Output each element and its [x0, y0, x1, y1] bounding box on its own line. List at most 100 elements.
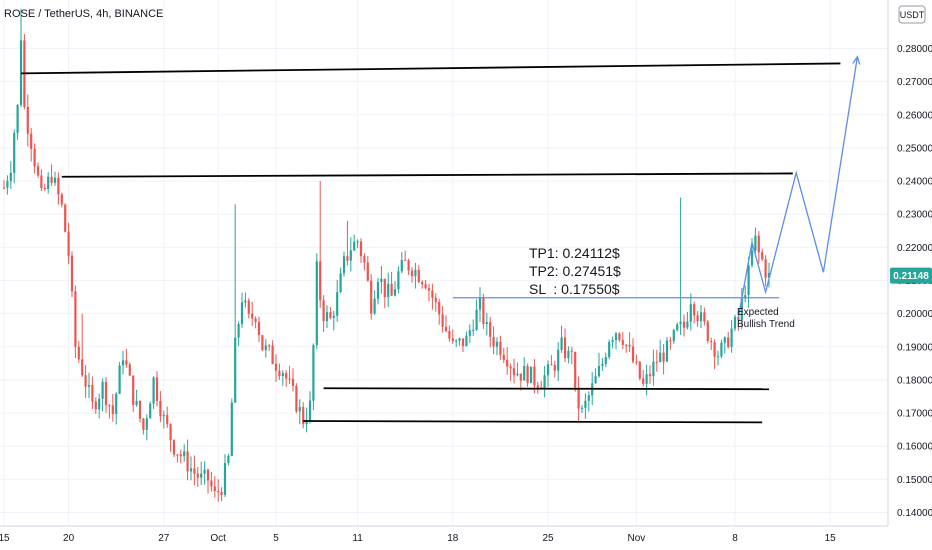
candle-body: [152, 377, 155, 404]
currency-button[interactable]: USDT: [898, 5, 926, 24]
candle-body: [162, 414, 165, 417]
time-tick-label: Oct: [210, 533, 226, 544]
level-line-support-2: [303, 420, 763, 424]
candle-body: [723, 337, 726, 343]
candle-body: [251, 313, 254, 319]
candle-body: [281, 373, 284, 377]
candle-body: [359, 241, 363, 257]
time-tick-label: 8: [732, 533, 738, 544]
trend-label-line1: Expected: [737, 307, 779, 318]
candle-body: [750, 250, 754, 266]
price-tick-label: 0.25000: [897, 143, 932, 154]
candle-body: [67, 231, 70, 256]
candle-body: [400, 259, 403, 272]
time-axis: 15 20 27 Oct 5 11 18 25 Nov 8 15: [0, 533, 836, 544]
candle-body: [50, 176, 53, 183]
candle-body: [81, 359, 84, 376]
candle-body: [686, 321, 689, 328]
candle-body: [676, 324, 679, 331]
candle-body: [380, 278, 383, 283]
candle-body: [227, 455, 230, 463]
candle-body: [587, 395, 590, 401]
candle-body: [563, 337, 567, 359]
candle-body: [533, 366, 536, 386]
candle-body: [203, 469, 206, 474]
candle-body: [560, 337, 563, 350]
candle-body: [601, 363, 604, 366]
candle-body: [295, 385, 298, 412]
time-tick-label: 5: [273, 533, 279, 544]
symbol-header: ROSE / TetherUS, 4h, BINANCE: [4, 8, 163, 20]
candle-body: [108, 405, 111, 407]
projection-path: [737, 55, 861, 318]
current-price-value: 0.21148: [893, 271, 929, 282]
candle-body: [346, 256, 349, 261]
candle-body: [349, 250, 352, 261]
candle-body: [132, 375, 135, 405]
current-price-badge: 0.21148: [890, 267, 932, 284]
candle-body: [244, 300, 247, 303]
candle-body: [665, 340, 669, 362]
price-tick-label: 0.27000: [897, 77, 932, 88]
candle-body: [206, 469, 210, 481]
candle-body: [424, 284, 427, 289]
candle-body: [716, 356, 720, 358]
candle-body: [234, 337, 237, 403]
candle-body: [74, 291, 77, 347]
candle-body: [727, 337, 730, 348]
level-line-resistance-top: [20, 62, 841, 75]
candle-body: [597, 365, 601, 377]
candle-body: [761, 252, 764, 260]
candle-body: [747, 265, 750, 296]
candle-body: [427, 288, 431, 291]
candle-body: [142, 418, 145, 430]
candle-body: [584, 400, 587, 408]
candle-body: [43, 187, 46, 189]
sl-label: SL : 0.17550$: [529, 281, 620, 297]
candle-body: [567, 350, 570, 359]
candle-body: [689, 304, 692, 322]
projection-line: [737, 56, 859, 318]
candle-body: [366, 262, 369, 281]
candle-body: [526, 365, 529, 383]
candle-body: [155, 377, 159, 401]
candle-body: [523, 365, 526, 381]
candle-body: [183, 451, 186, 457]
candle-body: [57, 177, 60, 195]
candle-body: [438, 301, 441, 315]
candle-body: [319, 261, 322, 301]
candle-body: [655, 361, 658, 363]
candle-body: [115, 393, 118, 414]
time-tick-label: 15: [825, 533, 837, 544]
candle-body: [645, 374, 648, 384]
candle-body: [767, 273, 771, 278]
trend-label-line2: Bullish Trend: [737, 319, 795, 330]
candle-body: [271, 345, 274, 364]
candle-body: [169, 424, 172, 441]
candle-body: [648, 374, 652, 377]
candle-body: [404, 259, 407, 261]
candle-body: [434, 297, 437, 302]
candle-body: [451, 338, 454, 342]
candle-body: [574, 351, 577, 388]
candle-body: [720, 342, 723, 357]
price-tick-label: 0.24000: [897, 177, 932, 188]
candle-body: [421, 282, 424, 285]
candle-body: [659, 352, 662, 363]
candle-body: [669, 340, 672, 342]
candle-body: [550, 364, 553, 366]
candle-body: [475, 309, 478, 330]
candle-body: [210, 480, 213, 487]
candle-body: [444, 326, 448, 332]
candle-body: [492, 336, 495, 347]
candle-body: [373, 298, 376, 314]
candle-body: [104, 381, 108, 406]
candle-body: [288, 378, 291, 380]
candle-body: [693, 304, 696, 316]
candle-body: [557, 349, 560, 371]
candle-body: [302, 406, 305, 425]
candle-body: [543, 375, 546, 389]
candle-body: [397, 271, 400, 290]
candle-body: [274, 363, 278, 371]
